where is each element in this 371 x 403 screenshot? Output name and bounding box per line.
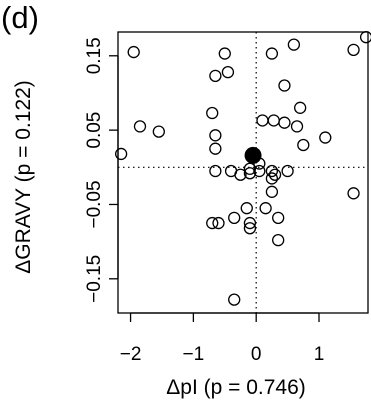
data-point (221, 65, 235, 79)
data-point (347, 187, 360, 200)
data-point (278, 79, 291, 92)
data-point (152, 125, 165, 138)
data-point (218, 47, 231, 60)
data-point (209, 69, 222, 83)
data-point (265, 172, 279, 185)
plot-frame (117, 31, 369, 314)
data-point (281, 164, 294, 178)
panel-label: (d) (1, 0, 39, 35)
x-axis: −2 −1 0 1 (120, 312, 325, 365)
x-tick-label: −2 (120, 344, 142, 365)
x-tick-label: 0 (251, 344, 262, 365)
data-point (253, 164, 266, 178)
data-points (114, 31, 371, 306)
data-point (212, 216, 225, 230)
data-point (265, 47, 279, 60)
data-point (265, 185, 279, 198)
data-point (319, 131, 332, 144)
data-point (272, 211, 285, 224)
data-point (267, 114, 280, 127)
data-point (268, 168, 282, 181)
data-point (228, 293, 241, 306)
data-point (243, 167, 257, 180)
x-tick-label: −1 (183, 344, 205, 365)
data-point (228, 211, 241, 224)
plot-area (117, 31, 369, 314)
data-point (259, 202, 272, 215)
data-point (359, 31, 371, 44)
data-point (278, 116, 291, 129)
data-point (347, 43, 360, 56)
data-point (234, 168, 247, 181)
data-point (206, 106, 219, 120)
data-point (209, 142, 222, 155)
data-point (290, 120, 304, 133)
data-point (272, 233, 285, 247)
data-point (240, 202, 253, 215)
y-tick-label: −0.05 (84, 180, 105, 228)
x-axis-label: ΔpI (p = 0.746) (166, 376, 306, 399)
y-tick-label: −0.15 (84, 255, 105, 303)
data-point (209, 129, 222, 142)
data-point (243, 222, 257, 235)
y-tick-label: 0.05 (84, 112, 105, 149)
data-point (287, 38, 301, 51)
data-point (243, 216, 257, 230)
y-axis: −0.15 −0.05 0.05 0.15 (84, 37, 119, 303)
data-point (297, 138, 310, 152)
data-point (265, 164, 279, 178)
data-point (127, 45, 140, 59)
data-point (209, 164, 222, 178)
data-point (206, 216, 219, 230)
data-point (294, 101, 307, 114)
data-point (256, 114, 269, 127)
y-tick-label: 0.15 (84, 37, 105, 74)
highlighted-point (244, 146, 262, 164)
x-tick-label: 1 (314, 344, 325, 365)
y-axis-label: ΔGRAVY (p = 0.122) (12, 80, 35, 274)
data-point (114, 147, 128, 161)
data-point (133, 120, 147, 133)
